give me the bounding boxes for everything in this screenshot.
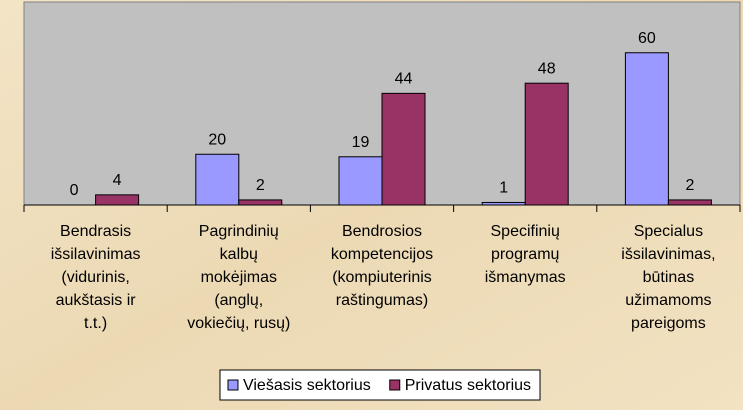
legend-label: Privatus sektorius <box>405 377 531 394</box>
x-tick-label: būtinas <box>643 269 695 286</box>
bar <box>381 92 426 206</box>
x-tick-label: Bendrosios <box>342 223 422 240</box>
x-tick-label: (kompiuterinis <box>332 269 432 286</box>
x-tick-label: Pagrindinių <box>199 223 279 240</box>
x-tick-label: Bendrasis <box>60 223 131 240</box>
x-tick-label: išsilavinimas <box>51 246 141 263</box>
x-tick-label: (vidurinis, <box>61 269 129 286</box>
x-tick-label: mokėjimas <box>201 269 277 286</box>
x-tick-label: išmanymas <box>485 269 566 286</box>
data-label: 48 <box>538 60 556 77</box>
bar <box>524 82 569 206</box>
x-tick-label: programų <box>491 246 560 263</box>
bar <box>338 156 383 206</box>
x-tick-label: (anglų, <box>214 292 263 309</box>
bar <box>667 199 712 206</box>
legend-swatch <box>227 379 239 391</box>
x-tick-label: kompetencijos <box>331 246 433 263</box>
bar <box>95 194 140 206</box>
bar <box>195 153 240 206</box>
x-tick-label: išsilavinimas, <box>621 246 715 263</box>
data-label: 4 <box>113 172 122 189</box>
data-label: 0 <box>70 182 79 199</box>
x-tick-label: vokiečių, rusų) <box>187 315 290 332</box>
x-tick-label: raštingumas) <box>336 292 428 309</box>
data-label: 44 <box>395 71 413 88</box>
x-tick-label: kalbų <box>220 246 258 263</box>
data-label: 2 <box>685 177 694 194</box>
x-tick-label: užimamoms <box>625 292 711 309</box>
bar <box>624 52 669 206</box>
legend-swatch <box>389 379 401 391</box>
x-tick-label: Specifinių <box>491 223 560 240</box>
x-tick-label: aukštasis ir <box>56 292 137 309</box>
data-label: 1 <box>499 180 508 197</box>
legend-label: Viešasis sektorius <box>243 377 371 394</box>
data-label: 2 <box>256 177 265 194</box>
bar <box>238 199 283 206</box>
x-tick-label: Specialus <box>634 223 703 240</box>
legend <box>219 369 541 401</box>
x-tick-label: t.t.) <box>84 315 107 332</box>
data-label: 19 <box>352 134 370 151</box>
data-label: 20 <box>208 131 226 148</box>
data-label: 60 <box>638 30 656 47</box>
x-tick-label: pareigoms <box>631 315 706 332</box>
